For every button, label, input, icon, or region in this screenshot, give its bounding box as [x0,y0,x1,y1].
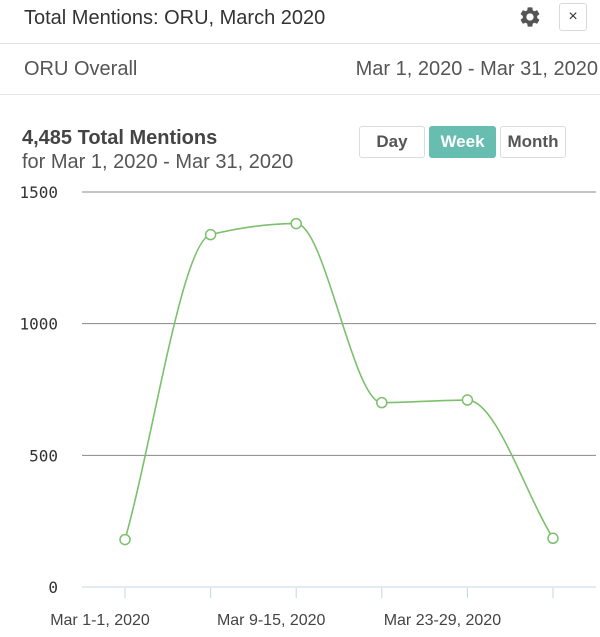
data-point [290,217,302,230]
summary-range: for Mar 1, 2020 - Mar 31, 2020 [22,151,294,173]
x-tick-label: Mar 1-1, 2020 [50,612,150,629]
header: Total Mentions: ORU, March 2020 × [0,0,600,44]
toggle-month[interactable]: Month [500,126,566,158]
y-tick-label: 500 [29,446,58,465]
data-point [204,228,217,241]
y-tick-label: 1000 [19,315,58,334]
x-tick-label: Mar 9-15, 2020 [217,612,326,629]
data-point [547,532,559,545]
gear-icon[interactable] [518,5,542,29]
y-tick-label: 1500 [19,183,58,202]
total-mentions: 4,485 Total Mentions [22,127,218,149]
x-tick-label: Mar 23-29, 2020 [384,612,502,629]
y-tick-label: 0 [48,578,58,597]
toggle-week[interactable]: Week [429,126,496,158]
series-line [124,222,554,540]
data-point [119,533,131,546]
subheader: ORU Overall Mar 1, 2020 - Mar 31, 2020 [0,44,600,95]
scope-label: ORU Overall [24,58,138,80]
date-range: Mar 1, 2020 - Mar 31, 2020 [355,58,598,80]
toggle-day[interactable]: Day [359,126,425,158]
close-button[interactable]: × [559,3,587,31]
mentions-chart: 0 500 1000 1500 Mar 1-1, 2020 Mar 9-15, 2020 M… [19,183,596,629]
page-title: Total Mentions: ORU, March 2020 [24,7,326,29]
data-point [376,396,388,409]
data-point [461,394,474,406]
